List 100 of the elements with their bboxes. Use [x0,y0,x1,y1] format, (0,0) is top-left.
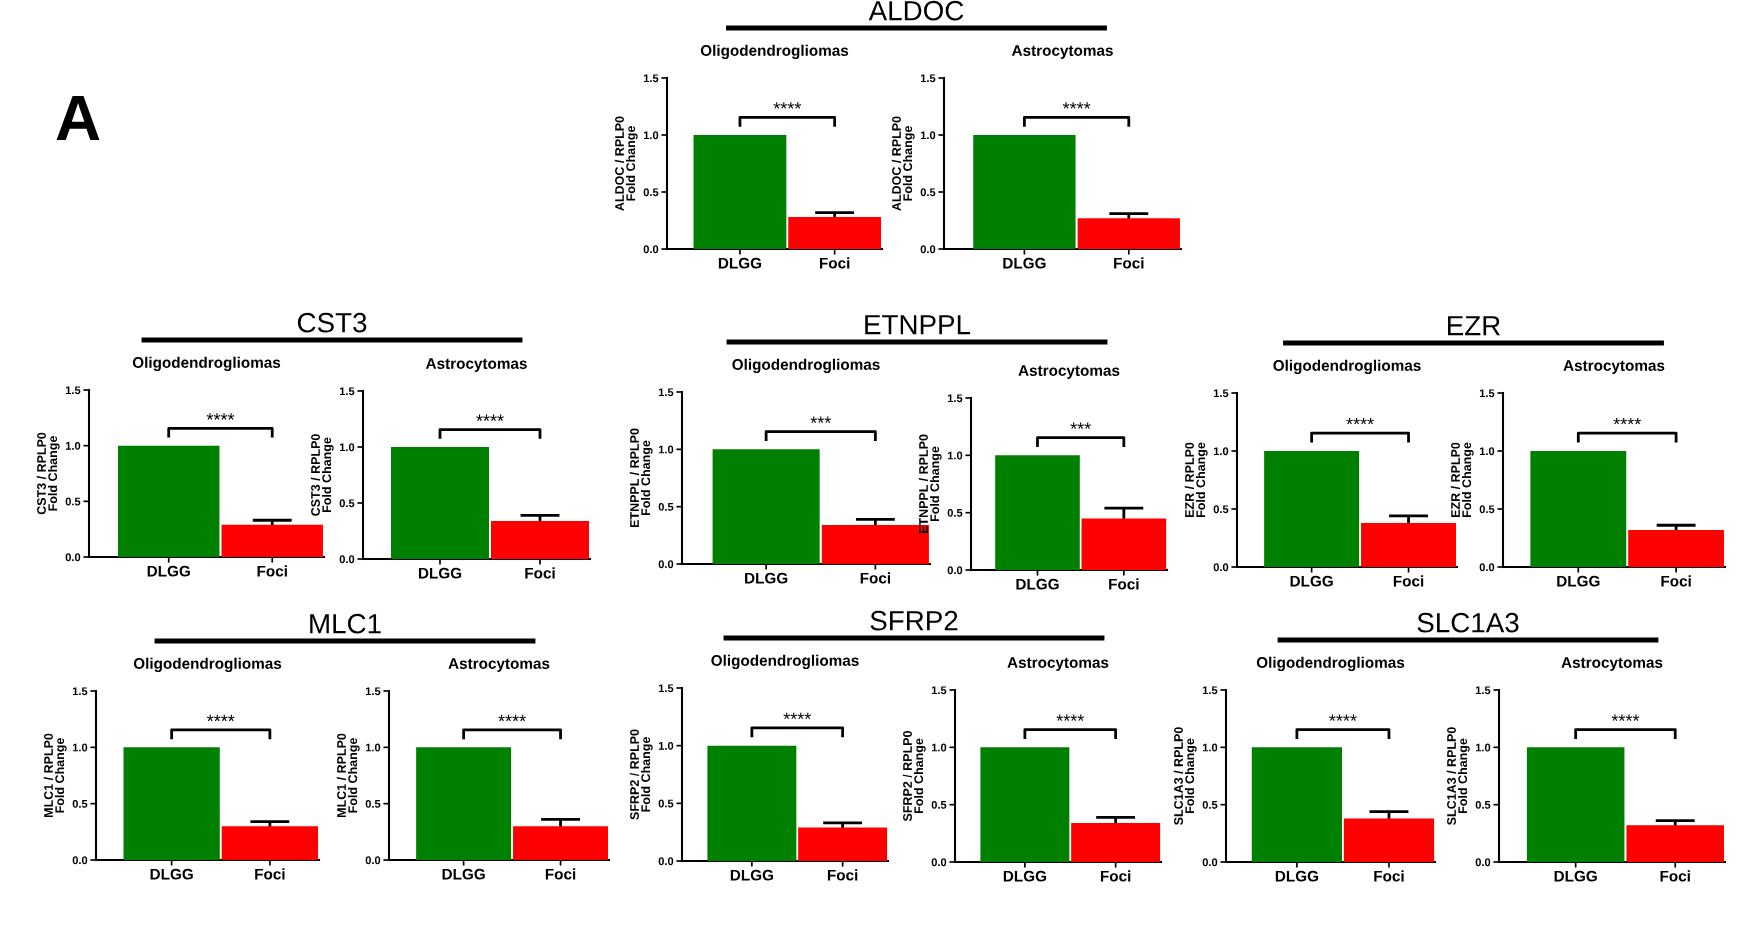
y-tick-label: 1.0 [947,451,963,460]
y-tick-label: 1.5 [658,388,674,397]
y-axis-title: SFRP2 / RPLP0 Fold Change [902,731,926,822]
x-tick-label: Foci [860,572,890,584]
x-tick-label: Foci [1661,575,1691,587]
x-tick-label: Foci [1374,870,1404,882]
x-tick-label: DLGG [442,868,485,880]
y-tick-label: 1.0 [1202,743,1218,752]
y-tick-label: 0.0 [947,566,963,575]
chart-title: Oligodendrogliomas [132,356,281,372]
x-tick-label: Foci [545,868,576,880]
y-tick-label: 1.0 [72,743,88,752]
y-tick-label: 0.0 [1202,858,1218,867]
y-tick-label: 1.5 [72,687,88,696]
x-tick-label: Foci [1114,257,1144,269]
annotation: **** [206,413,235,420]
y-tick-label: 0.5 [658,799,674,808]
x-tick-label: DLGG [150,868,193,880]
y-tick-label: 0.0 [339,555,355,564]
annotation: **** [1062,102,1091,109]
y-axis-title: CST3 / RPLP0 Fold Change [36,432,60,515]
y-axis-title: MLC1 / RPLP0 Fold Change [43,733,67,818]
chart-title: Astrocytomas [1563,360,1665,374]
text: A [56,96,100,140]
x-tick-label: Foci [1109,578,1139,590]
y-tick-label: 0.0 [1479,563,1495,572]
y-tick-label: 1.0 [1479,447,1495,456]
y-tick-label: 1.0 [365,743,381,752]
annotation: **** [207,714,235,722]
annotation: **** [1613,418,1641,425]
y-tick-label: 1.5 [643,74,659,83]
x-tick-label: DLGG [745,572,788,584]
y-tick-label: 1.5 [920,74,936,83]
y-tick-label: 1.0 [339,443,355,452]
y-tick-label: 0.5 [72,799,88,808]
y-tick-label: 0.5 [1475,800,1491,809]
y-axis-title: ETNPPL / RPLP0 Fold Change [629,428,653,528]
chart-subtitle: ALDOC [868,0,964,21]
annotation: **** [773,102,802,109]
annotation: **** [1056,714,1085,721]
y-tick-label: 1.5 [658,684,674,693]
y-axis-title: CST3 / RPLP0 Fold Change [310,434,334,516]
y-axis-title: EZR / RPLP0 Fold Change [1184,442,1208,518]
y-tick-label: 1.0 [1475,743,1491,752]
y-tick-label: 1.5 [1475,686,1491,695]
y-tick-label: 0.5 [365,799,381,808]
y-tick-label: 1.0 [65,441,81,450]
annotation: **** [1346,418,1374,425]
y-tick-label: 0.0 [1213,563,1229,572]
annotation: **** [1329,714,1357,721]
chart-title: Oligodendrogliomas [1273,359,1421,375]
chart-title: Oligodendrogliomas [732,358,880,374]
x-tick-label: DLGG [1003,257,1046,269]
y-tick-label: 1.0 [658,741,674,750]
y-axis-title: ALDOC / RPLP0 Fold Change [614,116,638,211]
y-tick-label: 0.5 [947,508,963,517]
chart-subtitle: EZR [1448,316,1500,336]
x-tick-label: DLGG [418,567,462,579]
y-tick-label: 1.0 [1213,447,1229,456]
y-tick-label: 1.5 [1479,389,1495,398]
y-tick-label: 0.0 [365,856,381,865]
y-axis-title: SLC1A3 / RPLP0 Fold Change [1173,727,1197,825]
y-tick-label: 0.0 [65,553,81,562]
y-tick-label: 0.0 [72,856,88,865]
x-tick-label: DLGG [1003,870,1046,882]
y-tick-label: 0.5 [1202,800,1218,809]
y-tick-label: 0.0 [658,857,674,866]
y-tick-label: 0.0 [643,245,659,254]
y-tick-label: 0.0 [931,858,947,867]
x-tick-label: DLGG [1290,575,1333,587]
chart-title: Astrocytomas [1007,657,1109,671]
y-tick-label: 1.0 [643,131,659,140]
x-tick-label: DLGG [730,869,773,881]
chart-subtitle: ETNPPL [865,315,971,335]
y-axis-title: EZR / RPLP0 Fold Change [1450,442,1474,518]
chart-title: Astrocytomas [448,658,550,672]
y-tick-label: 0.0 [658,560,674,569]
chart-subtitle: CST3 [297,312,367,333]
x-tick-label: Foci [257,565,287,577]
chart-subtitle: SFRP2 [870,610,958,631]
chart-subtitle: SLC1A3 [1417,612,1519,633]
y-tick-label: 0.5 [1213,505,1229,514]
chart-title: Astrocytomas [1018,365,1120,379]
x-tick-label: Foci [255,868,285,880]
y-tick-label: 1.0 [658,445,674,454]
y-tick-label: 0.5 [65,497,81,506]
x-tick-label: Foci [827,869,858,881]
y-tick-label: 0.5 [920,188,936,197]
annotation: **** [476,414,504,421]
x-tick-label: DLGG [1554,870,1597,882]
annotation: **** [498,714,526,722]
y-tick-label: 1.0 [920,131,936,140]
x-tick-label: Foci [1660,870,1690,882]
chart-subtitle: MLC1 [310,613,381,634]
chart-title: Astrocytomas [1561,657,1663,671]
annotation: **** [783,712,812,720]
chart-title: Oligodendrogliomas [1256,656,1405,672]
x-tick-label: Foci [525,567,555,579]
y-tick-label: 1.5 [65,386,81,395]
y-tick-label: 0.5 [643,188,659,197]
